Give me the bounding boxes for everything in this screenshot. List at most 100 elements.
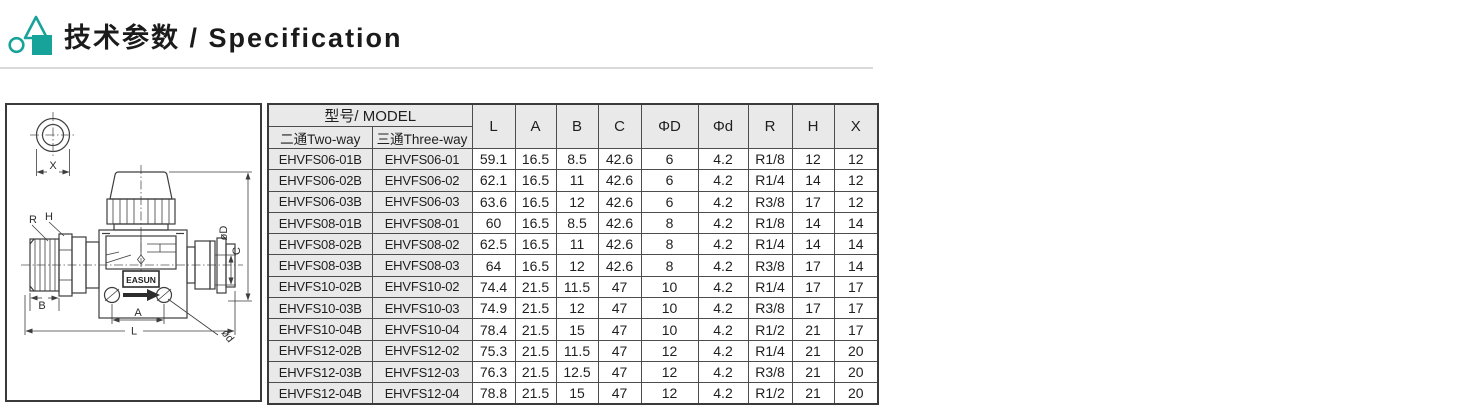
dim-h-label: H	[45, 211, 53, 223]
value-cell: 14	[791, 233, 835, 256]
value-cell: 21.5	[514, 339, 557, 362]
value-cell: 6	[640, 169, 699, 192]
table-row: EHVFS06-03B EHVFS06-03 63.6 16.5 12 42.6 6 4.2 R…	[267, 190, 879, 213]
model-cell: EHVFS12-04	[371, 382, 473, 405]
value-cell: 21.5	[514, 297, 557, 320]
value-cell: 47	[597, 297, 642, 320]
value-cell: 11	[555, 233, 599, 256]
value-cell: 4.2	[697, 233, 749, 256]
value-cell: 20	[833, 360, 879, 384]
dim-r-label: R	[29, 214, 37, 226]
table-row: EHVFS08-02B EHVFS08-02 62.5 16.5 11 42.6 8 4.2 R…	[267, 233, 879, 256]
valve-drawing: X	[21, 112, 252, 345]
value-cell: 10	[640, 275, 699, 299]
dim-header: Φd	[697, 103, 749, 149]
value-cell: 11.5	[555, 339, 599, 362]
value-cell: 47	[597, 382, 642, 405]
table-row: EHVFS06-02B EHVFS06-02 62.1 16.5 11 42.6 6 4.2 R…	[267, 169, 879, 192]
value-cell: 17	[833, 297, 879, 320]
value-cell: 16.5	[514, 147, 557, 171]
value-cell: 4.2	[697, 297, 749, 320]
table-row: EHVFS08-01B EHVFS08-01 60 16.5 8.5 42.6 8 4.2 R1…	[267, 211, 879, 235]
dim-header: L	[471, 103, 516, 149]
value-cell: 42.6	[597, 169, 642, 192]
dim-header: C	[597, 103, 642, 149]
value-cell: 11.5	[555, 275, 599, 299]
dim-oD-label: øD	[218, 226, 230, 241]
value-cell: 17	[833, 275, 879, 299]
title-divider	[0, 67, 873, 69]
value-cell: R3/8	[747, 297, 793, 320]
square-icon	[32, 35, 52, 55]
value-cell: 4.2	[697, 211, 749, 235]
value-cell: 4.2	[697, 169, 749, 192]
value-cell: 14	[833, 233, 879, 256]
title-bar: 技术参数 / Specification	[8, 12, 403, 58]
dim-header: A	[514, 103, 557, 149]
value-cell: 4.2	[697, 318, 749, 341]
value-cell: 14	[833, 211, 879, 235]
value-cell: 21	[791, 360, 835, 384]
dim-header: ΦD	[640, 103, 699, 149]
value-cell: 8	[640, 254, 699, 277]
value-cell: 47	[597, 275, 642, 299]
model-cell: EHVFS08-02	[371, 233, 473, 256]
model-cell: EHVFS10-04	[371, 318, 473, 341]
dim-x-label: X	[49, 160, 57, 172]
value-cell: 12	[640, 360, 699, 384]
value-cell: 78.4	[471, 318, 516, 341]
dim-c-label: C	[231, 247, 243, 255]
value-cell: 14	[791, 169, 835, 192]
value-cell: 12	[555, 190, 599, 213]
two-way-header: 二通Two-way	[267, 126, 373, 149]
value-cell: R1/4	[747, 275, 793, 299]
model-cell: EHVFS10-02B	[267, 275, 373, 299]
value-cell: 8.5	[555, 211, 599, 235]
value-cell: 76.3	[471, 360, 516, 384]
model-cell: EHVFS06-02	[371, 169, 473, 192]
value-cell: R1/4	[747, 169, 793, 192]
screw-right	[155, 286, 173, 304]
model-cell: EHVFS12-04B	[267, 382, 373, 405]
value-cell: 21.5	[514, 318, 557, 341]
model-cell: EHVFS06-03	[371, 190, 473, 213]
value-cell: 11	[555, 169, 599, 192]
technical-drawing: X	[5, 103, 262, 402]
model-cell: EHVFS08-01B	[267, 211, 373, 235]
value-cell: 12	[640, 339, 699, 362]
front-view: EASUN	[21, 165, 252, 345]
value-cell: R3/8	[747, 254, 793, 277]
model-cell: EHVFS10-04B	[267, 318, 373, 341]
model-cell: EHVFS06-01B	[267, 147, 373, 171]
value-cell: 16.5	[514, 254, 557, 277]
value-cell: 16.5	[514, 233, 557, 256]
model-cell: EHVFS12-02B	[267, 339, 373, 362]
value-cell: 12.5	[555, 360, 599, 384]
value-cell: R1/2	[747, 318, 793, 341]
dim-b-label: B	[38, 300, 45, 312]
dim-header: B	[555, 103, 599, 149]
circle-icon	[8, 36, 25, 54]
model-cell: EHVFS10-02	[371, 275, 473, 299]
value-cell: 17	[791, 190, 835, 213]
value-cell: 21	[791, 382, 835, 405]
value-cell: 4.2	[697, 190, 749, 213]
table-row: EHVFS10-02B EHVFS10-02 74.4 21.5 11.5 47 10 4.2…	[267, 275, 879, 299]
value-cell: 12	[555, 254, 599, 277]
value-cell: 64	[471, 254, 516, 277]
value-cell: 42.6	[597, 190, 642, 213]
value-cell: 14	[791, 211, 835, 235]
value-cell: 4.2	[697, 275, 749, 299]
value-cell: 4.2	[697, 382, 749, 405]
model-group-header: 型号/ MODEL	[267, 103, 473, 127]
brand-label: EASUN	[126, 275, 156, 285]
table-row: EHVFS12-03B EHVFS12-03 76.3 21.5 12.5 47 12 4.2…	[267, 360, 879, 384]
screw-left	[103, 286, 121, 304]
model-cell: EHVFS06-02B	[267, 169, 373, 192]
dim-l-label: L	[131, 326, 137, 338]
value-cell: 20	[833, 382, 879, 405]
value-cell: 78.8	[471, 382, 516, 405]
value-cell: 14	[833, 254, 879, 277]
value-cell: 8	[640, 211, 699, 235]
model-cell: EHVFS06-03B	[267, 190, 373, 213]
